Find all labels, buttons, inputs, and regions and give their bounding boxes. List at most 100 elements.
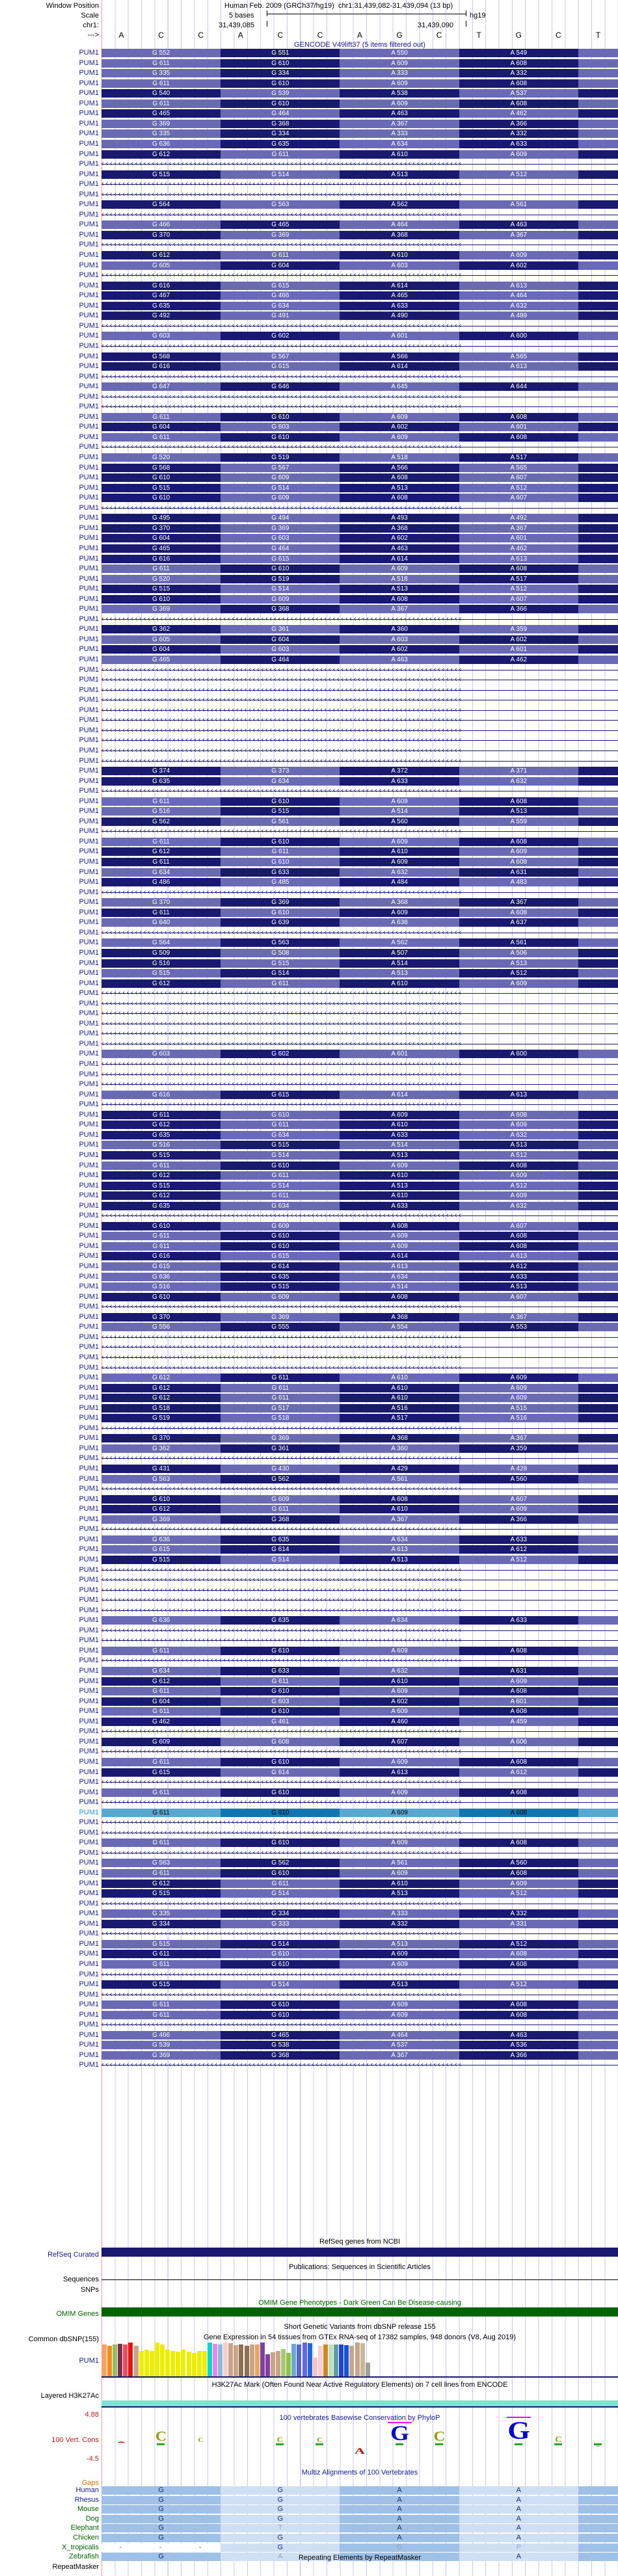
codon-block[interactable]: G 335	[101, 129, 221, 139]
codon-block[interactable]: A 600	[459, 332, 578, 341]
gene-intron-row[interactable]: ‹‹‹‹‹‹‹‹‹‹‹‹‹‹‹‹‹‹‹‹‹‹‹‹‹‹‹‹‹‹‹‹‹‹‹‹‹‹‹‹…	[101, 1636, 618, 1645]
gene-exon-row[interactable]: G 465 G 464 A 463 A 462	[101, 109, 618, 118]
codon-block[interactable]: A 462	[459, 544, 578, 553]
codon-block[interactable]: A 367	[340, 1515, 459, 1524]
codon-block[interactable]	[578, 1141, 618, 1150]
codon-block[interactable]: G 616	[101, 554, 221, 563]
gencode-item-label[interactable]: PUM1	[79, 1737, 99, 1746]
codon-block[interactable]: A 562	[340, 200, 459, 209]
gencode-item-label[interactable]: PUM1	[79, 1029, 99, 1038]
codon-block[interactable]: G 609	[221, 494, 340, 503]
gencode-item-label[interactable]: PUM1	[79, 1070, 99, 1078]
codon-block[interactable]	[578, 494, 618, 503]
codon-block[interactable]: A 512	[459, 1980, 578, 1989]
codon-block[interactable]: A 367	[459, 1312, 578, 1321]
gene-intron-row[interactable]: ‹‹‹‹‹‹‹‹‹‹‹‹‹‹‹‹‹‹‹‹‹‹‹‹‹‹‹‹‹‹‹‹‹‹‹‹‹‹‹‹…	[101, 1303, 618, 1311]
gencode-item-label[interactable]: PUM1	[79, 1555, 99, 1563]
codon-block[interactable]: A 601	[459, 534, 578, 543]
codon-block[interactable]: G 634	[221, 1201, 340, 1210]
gene-exon-row[interactable]: G 369 G 368 A 367 A 366	[101, 605, 618, 614]
codon-block[interactable]: G 515	[101, 1555, 221, 1564]
codon-block[interactable]: A 609	[459, 1121, 578, 1130]
gene-exon-row[interactable]: G 611 G 610 A 609 A 608	[101, 1757, 618, 1766]
gtex-tissue-bar[interactable]	[360, 2343, 365, 2376]
gencode-item-label[interactable]: PUM1	[79, 119, 99, 127]
codon-block[interactable]: G 612	[101, 1505, 221, 1514]
codon-block[interactable]: A 633	[459, 1535, 578, 1544]
gencode-item-label[interactable]: PUM1	[79, 585, 99, 593]
gene-exon-row[interactable]: G 612 G 611 A 610 A 609	[101, 1677, 618, 1686]
codon-block[interactable]: G 369	[101, 2051, 221, 2060]
codon-block[interactable]	[578, 99, 618, 108]
codon-block[interactable]: A 609	[340, 908, 459, 917]
gencode-item-label[interactable]: PUM1	[79, 1191, 99, 1200]
gencode-item-label[interactable]: PUM1	[79, 878, 99, 886]
gencode-item-label[interactable]: PUM1	[79, 1424, 99, 1432]
gtex-tissue-bar[interactable]	[281, 2349, 286, 2376]
gencode-item-label[interactable]: PUM1	[79, 665, 99, 674]
codon-block[interactable]: G 492	[101, 312, 221, 321]
codon-block[interactable]	[578, 1150, 618, 1160]
codon-block[interactable]: G 633	[221, 1667, 340, 1675]
codon-block[interactable]: G 552	[101, 49, 221, 57]
gene-exon-row[interactable]: G 515 G 514 A 513 A 512	[101, 1980, 618, 1989]
gtex-tissue-bar[interactable]	[339, 2344, 344, 2376]
gencode-item-label[interactable]: PUM1	[79, 1150, 99, 1159]
gene-intron-row[interactable]: ‹‹‹‹‹‹‹‹‹‹‹‹‹‹‹‹‹‹‹‹‹‹‹‹‹‹‹‹‹‹‹‹‹‹‹‹‹‹‹‹…	[101, 1596, 618, 1604]
codon-block[interactable]	[578, 69, 618, 78]
gencode-item-label[interactable]: PUM1	[79, 1970, 99, 1978]
codon-block[interactable]	[578, 656, 618, 664]
gtex-tissue-bar[interactable]	[218, 2344, 223, 2376]
codon-block[interactable]: A 607	[340, 1737, 459, 1746]
codon-block[interactable]: G 467	[101, 291, 221, 300]
gene-exon-row[interactable]: G 610 G 609 A 608 A 607	[101, 1221, 618, 1230]
codon-block[interactable]: G 464	[221, 109, 340, 118]
codon-block[interactable]: G 610	[221, 2000, 340, 2010]
gene-exon-row[interactable]: G 611 G 610 A 609 A 608	[101, 1161, 618, 1170]
codon-block[interactable]: A 333	[340, 1909, 459, 1919]
codon-block[interactable]	[578, 301, 618, 310]
gencode-item-label[interactable]: PUM1	[79, 312, 99, 320]
codon-block[interactable]	[578, 1130, 618, 1139]
codon-block[interactable]: A 537	[459, 89, 578, 98]
gencode-item-label[interactable]: PUM1	[79, 959, 99, 967]
codon-block[interactable]: A 513	[459, 959, 578, 968]
codon-block[interactable]: A 536	[459, 2041, 578, 2050]
codon-block[interactable]: A 560	[340, 817, 459, 826]
codon-block[interactable]: A 514	[340, 959, 459, 968]
gene-exon-row[interactable]: G 612 G 611 A 610 A 609	[101, 979, 618, 988]
codon-block[interactable]: A 512	[459, 170, 578, 179]
codon-block[interactable]	[578, 251, 618, 259]
codon-block[interactable]: G 539	[221, 89, 340, 98]
codon-block[interactable]: A 463	[340, 544, 459, 553]
codon-block[interactable]: G 519	[101, 1414, 221, 1423]
gene-exon-row[interactable]: G 609 G 608 A 607 A 606	[101, 1737, 618, 1746]
gencode-item-label[interactable]: PUM1	[79, 1383, 99, 1392]
codon-block[interactable]: A 562	[340, 938, 459, 948]
gtex-tissue-bar[interactable]	[102, 2344, 107, 2376]
codon-block[interactable]	[578, 948, 618, 957]
gencode-item-label[interactable]: PUM1	[79, 1848, 99, 1857]
codon-block[interactable]: G 610	[101, 494, 221, 503]
gencode-item-label[interactable]: PUM1	[79, 1697, 99, 1705]
gene-intron-row[interactable]: ‹‹‹‹‹‹‹‹‹‹‹‹‹‹‹‹‹‹‹‹‹‹‹‹‹‹‹‹‹‹‹‹‹‹‹‹‹‹‹‹…	[101, 757, 618, 765]
multiz-species-label[interactable]: Rhesus	[74, 2495, 99, 2504]
gene-exon-row[interactable]: G 520 G 519 A 518 A 517	[101, 453, 618, 462]
gene-exon-row[interactable]: G 612 G 611 A 610 A 609	[101, 847, 618, 856]
codon-block[interactable]	[578, 908, 618, 917]
codon-block[interactable]: G 612	[101, 1121, 221, 1130]
codon-block[interactable]: A 513	[340, 1939, 459, 1948]
codon-block[interactable]: G 465	[101, 109, 221, 118]
codon-block[interactable]: G 610	[221, 1707, 340, 1716]
omim-genes-bar[interactable]	[101, 2307, 618, 2317]
gencode-item-label[interactable]: PUM1	[79, 1909, 99, 1918]
codon-block[interactable]: A 512	[459, 1555, 578, 1564]
codon-block[interactable]: A 561	[459, 200, 578, 209]
codon-block[interactable]: G 635	[101, 1201, 221, 1210]
codon-block[interactable]: A 368	[340, 1312, 459, 1321]
gene-intron-row[interactable]: ‹‹‹‹‹‹‹‹‹‹‹‹‹‹‹‹‹‹‹‹‹‹‹‹‹‹‹‹‹‹‹‹‹‹‹‹‹‹‹‹…	[101, 1070, 618, 1079]
gencode-item-label[interactable]: PUM1	[79, 594, 99, 603]
codon-block[interactable]	[578, 1919, 618, 1928]
